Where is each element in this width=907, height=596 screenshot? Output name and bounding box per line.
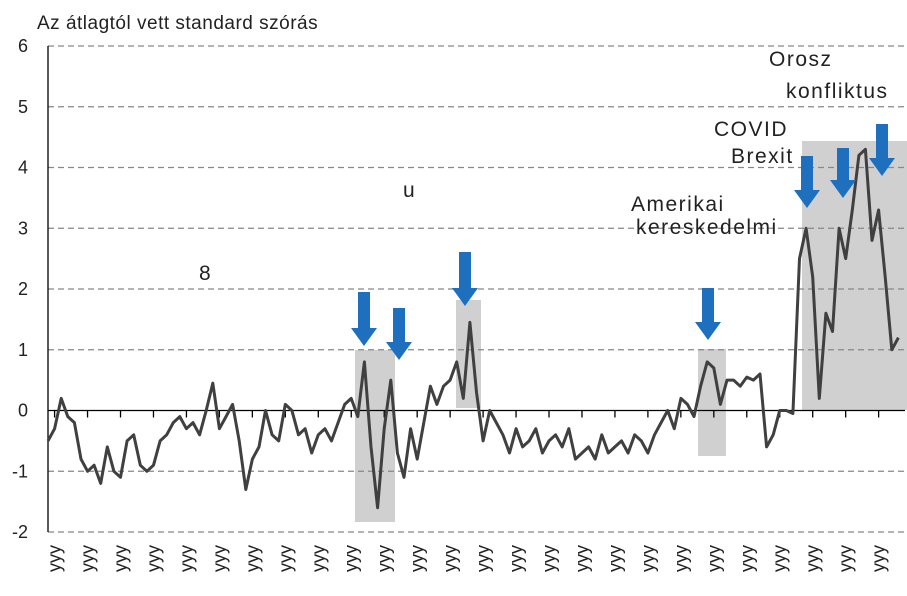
x-tick-label: yyy [242, 545, 262, 572]
x-tick-label: yyy [869, 545, 889, 572]
x-tick-label: yyy [45, 545, 65, 572]
arrow [869, 124, 895, 176]
arrow [695, 288, 721, 340]
series-line [46, 147, 900, 510]
x-tick-label: yyy [111, 545, 131, 572]
x-tick-label: yyy [506, 545, 526, 572]
x-tick-label: yyy [737, 545, 757, 572]
arrow [351, 292, 377, 346]
chart-title: Az átlagtól vett standard szórás [37, 13, 318, 34]
y-tick-label: 0 [18, 401, 28, 421]
x-tick-label: yyy [374, 545, 394, 572]
annotation: 8 [199, 262, 212, 285]
x-tick-label: yyy [275, 545, 295, 572]
annotation: Brexit [731, 145, 794, 168]
x-tick-label: yyy [473, 545, 493, 572]
y-tick-label: 6 [18, 36, 28, 56]
y-tick-label: -1 [12, 461, 28, 481]
annotation: Amerikai [631, 193, 725, 216]
x-tick-label: yyy [539, 545, 559, 572]
arrows [351, 124, 895, 360]
annotation: konfliktus [786, 80, 889, 103]
x-tick-label: yyy [605, 545, 625, 572]
y-tick-label: 5 [18, 97, 28, 117]
arrow [386, 308, 412, 360]
x-tick-label: yyy [176, 545, 196, 572]
x-tick-label: yyy [143, 545, 163, 572]
y-tick-label: 3 [18, 218, 28, 238]
x-tick-label: yyy [704, 545, 724, 572]
x-tick-label: yyy [836, 545, 856, 572]
x-tick-label: yyy [308, 545, 328, 572]
annotation: COVID [714, 118, 788, 141]
x-tick-label: yyy [209, 545, 229, 572]
x-tick-label: yyy [572, 545, 592, 572]
x-tick-label: yyy [803, 545, 823, 572]
arrow [830, 148, 856, 198]
y-tick-label: -2 [12, 522, 28, 542]
annotation: kereskedelmi [636, 216, 778, 239]
y-tick-label: 2 [18, 279, 28, 299]
x-tick-label: yyy [638, 545, 658, 572]
y-tick-label: 1 [18, 340, 28, 360]
annotation: u [403, 179, 416, 202]
plot [46, 45, 905, 533]
x-tick-label: yyy [407, 545, 427, 572]
x-tick-label: yyy [440, 545, 460, 572]
x-tick-label: yyy [671, 545, 691, 572]
arrow [452, 252, 478, 306]
arrow [794, 156, 820, 208]
x-tick-label: yyy [78, 545, 98, 572]
annotation: Orosz [769, 48, 833, 71]
y-tick-label: 4 [18, 158, 28, 178]
x-tick-label: yyy [770, 545, 790, 572]
x-tick-label: yyy [341, 545, 361, 572]
